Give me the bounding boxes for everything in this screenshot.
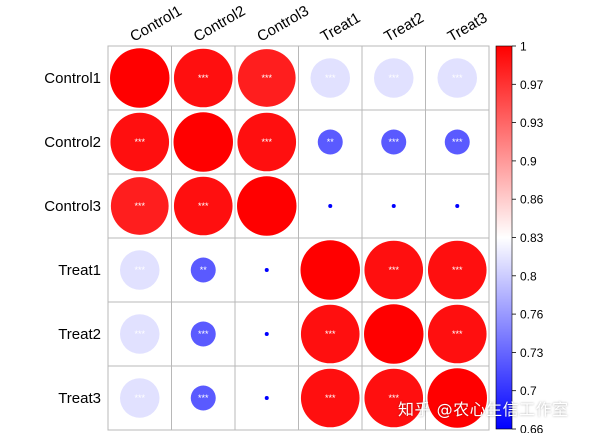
correlation-circle <box>381 129 407 155</box>
significance-label: *** <box>452 265 463 275</box>
significance-label: ** <box>327 137 335 147</box>
colorbar-tick-label: 0.97 <box>520 78 544 92</box>
correlation-circle <box>364 304 424 364</box>
correlation-circle <box>264 396 269 400</box>
correlation-circle <box>427 368 487 428</box>
significance-label: *** <box>388 265 399 275</box>
correlation-circle <box>444 129 470 155</box>
correlation-circle <box>119 314 160 354</box>
row-label: Control3 <box>44 198 101 215</box>
column-label: Treat2 <box>381 9 427 45</box>
correlation-circle <box>437 58 478 98</box>
colorbar-tick-label: 0.66 <box>520 423 544 433</box>
correlation-circle <box>173 112 233 172</box>
colorbar: 1 0.97 0.93 0.9 0.86 0.83 0.8 0.76 0.73 0.7 0.66 <box>495 40 544 433</box>
colorbar-tick-label: 0.73 <box>520 346 544 360</box>
significance-labels: *** *** *** *** ****** *** ** *** ****** ****** **… <box>134 73 463 403</box>
correlation-circle <box>310 58 351 98</box>
correlation-circle <box>190 385 216 411</box>
significance-label: *** <box>134 265 145 275</box>
correlation-circle <box>328 204 333 208</box>
column-label: Control1 <box>127 2 185 45</box>
colorbar-tick-label: 0.93 <box>520 116 544 130</box>
correlation-circle <box>317 129 343 155</box>
correlation-circle <box>237 112 297 172</box>
colorbar-tick-label: 0.7 <box>520 384 537 398</box>
colorbar-tick-label: 0.83 <box>520 231 544 245</box>
row-label: Control2 <box>44 134 101 151</box>
correlation-circle <box>119 378 160 418</box>
significance-label: ** <box>200 265 208 275</box>
correlation-circle <box>300 368 360 428</box>
correlation-circle <box>173 176 233 236</box>
correlation-circle <box>110 48 170 108</box>
correlation-circle <box>427 240 487 300</box>
column-label: Treat3 <box>445 9 491 45</box>
correlation-circle <box>173 48 233 108</box>
correlation-circle <box>391 204 396 208</box>
correlation-circle <box>119 250 160 290</box>
colorbar-tick-label: 0.9 <box>520 154 537 168</box>
column-labels: Control1 Control2 Control3 Treat1 Treat2 Trea… <box>127 2 490 45</box>
column-label: Treat1 <box>318 9 364 45</box>
significance-label: *** <box>134 393 145 403</box>
correlation-circle <box>300 304 360 364</box>
correlation-circle <box>237 176 297 236</box>
significance-label: *** <box>198 393 209 403</box>
significance-label: *** <box>325 329 336 339</box>
correlation-circle <box>190 321 216 347</box>
colorbar-gradient <box>495 45 513 430</box>
row-label: Treat1 <box>58 262 101 279</box>
correlation-circle <box>264 332 269 336</box>
correlation-circle <box>190 257 216 283</box>
colorbar-tick-label: 1 <box>520 40 527 54</box>
column-label: Control3 <box>254 2 312 45</box>
row-label: Treat2 <box>58 326 101 343</box>
correlation-circle <box>373 58 414 98</box>
significance-label: *** <box>325 73 336 83</box>
colorbar-tick-label: 0.86 <box>520 193 544 207</box>
grid <box>107 45 490 431</box>
correlation-circle <box>364 240 424 300</box>
correlation-circle <box>300 240 360 300</box>
row-label: Control1 <box>44 70 101 87</box>
row-label: Treat3 <box>58 390 101 407</box>
significance-label: *** <box>134 329 145 339</box>
watermark-text: 知乎 @农心生信工作室 <box>398 400 569 419</box>
correlation-circle <box>455 204 460 208</box>
significance-label: *** <box>134 137 145 147</box>
circles <box>110 48 487 428</box>
colorbar-tick-label: 0.76 <box>520 308 544 322</box>
significance-label: *** <box>261 137 272 147</box>
significance-label: *** <box>325 393 336 403</box>
significance-label: *** <box>134 201 145 211</box>
correlation-circle <box>264 268 269 272</box>
significance-label: *** <box>388 137 399 147</box>
significance-label: *** <box>452 137 463 147</box>
colorbar-tick-label: 0.8 <box>520 269 537 283</box>
significance-label: *** <box>261 73 272 83</box>
correlation-circle <box>110 177 169 235</box>
row-labels: Control1 Control2 Control3 Treat1 Treat2 Trea… <box>44 70 101 407</box>
significance-label: *** <box>198 201 209 211</box>
correlation-circle <box>237 49 296 107</box>
significance-label: *** <box>388 73 399 83</box>
column-label: Control2 <box>191 2 249 45</box>
correlation-circle <box>364 368 424 428</box>
correlation-circle <box>110 112 170 172</box>
significance-label: *** <box>198 329 209 339</box>
correlation-circle <box>427 304 487 364</box>
significance-label: *** <box>388 393 399 403</box>
significance-label: *** <box>198 73 209 83</box>
significance-label: *** <box>452 329 463 339</box>
significance-label: *** <box>452 73 463 83</box>
